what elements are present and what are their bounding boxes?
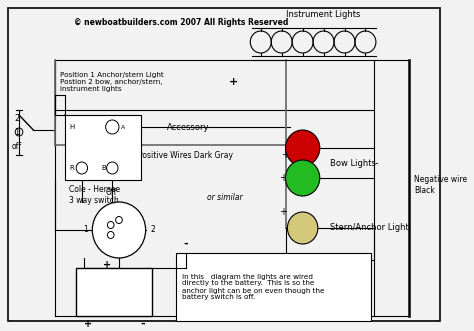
Circle shape [285, 130, 320, 166]
Text: or similar: or similar [208, 194, 243, 203]
Text: Cole - Hersee
3 way switch: Cole - Hersee 3 way switch [69, 185, 119, 205]
Text: -: - [374, 158, 378, 168]
Text: In this   diagram the lights are wired
directly to the battery.  This is so the
: In this diagram the lights are wired dir… [182, 273, 324, 301]
Text: © newboatbuilders.com 2007 All Rights Reserved: © newboatbuilders.com 2007 All Rights Re… [73, 18, 288, 26]
Circle shape [92, 202, 146, 258]
Text: Stern/Anchor Light: Stern/Anchor Light [330, 223, 409, 232]
Text: +: + [279, 207, 287, 217]
Text: +: + [282, 150, 290, 160]
Text: 1: 1 [15, 127, 20, 136]
Text: H: H [70, 124, 75, 130]
Bar [76, 268, 152, 316]
Text: Off: Off [106, 188, 117, 197]
Text: B: B [101, 165, 106, 171]
Circle shape [285, 160, 320, 196]
Text: Positive Wires Dark Gray: Positive Wires Dark Gray [138, 151, 233, 160]
Text: 2: 2 [150, 225, 155, 234]
Bar [176, 253, 371, 321]
Text: 1: 1 [83, 225, 88, 234]
Text: +: + [228, 77, 238, 87]
Circle shape [287, 212, 318, 244]
Text: off: off [12, 141, 22, 151]
Bar [65, 115, 141, 180]
Text: +: + [103, 260, 111, 270]
Text: +: + [84, 319, 92, 329]
Text: Accessory: Accessory [166, 122, 209, 131]
Text: +: + [279, 173, 287, 183]
Text: Negative wire
Black: Negative wire Black [414, 175, 467, 195]
Text: -: - [140, 319, 145, 329]
Text: Instrument Lights: Instrument Lights [286, 10, 361, 19]
Text: Bow Lights: Bow Lights [330, 159, 376, 167]
Text: Position 1 Anchor/stern Light
Postion 2 bow, anchor/stern,
instrument lights: Position 1 Anchor/stern Light Postion 2 … [60, 72, 164, 92]
Text: 2: 2 [15, 114, 20, 122]
Text: A: A [121, 124, 125, 129]
Text: R: R [70, 165, 74, 171]
Text: -: - [183, 239, 188, 249]
